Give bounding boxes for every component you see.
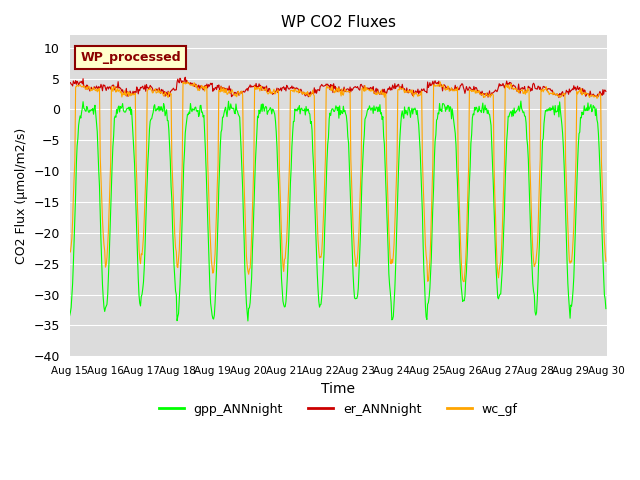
Text: WP_processed: WP_processed bbox=[81, 51, 181, 64]
Line: er_ANNnight: er_ANNnight bbox=[70, 77, 606, 97]
wc_gf bbox=[460, 279, 467, 285]
gpp_ANNnight bbox=[517, 98, 525, 104]
gpp_ANNnight bbox=[66, 313, 74, 319]
gpp_ANNnight bbox=[602, 306, 610, 312]
gpp_ANNnight bbox=[244, 318, 252, 324]
wc_gf bbox=[131, 92, 138, 97]
gpp_ANNnight bbox=[214, 240, 221, 246]
wc_gf bbox=[214, 162, 222, 168]
gpp_ANNnight bbox=[185, 109, 193, 115]
er_ANNnight bbox=[66, 80, 74, 85]
wc_gf bbox=[66, 249, 74, 255]
wc_gf bbox=[184, 79, 191, 84]
gpp_ANNnight bbox=[419, 243, 427, 249]
Y-axis label: CO2 Flux (μmol/m2/s): CO2 Flux (μmol/m2/s) bbox=[15, 128, 28, 264]
gpp_ANNnight bbox=[76, 117, 83, 123]
er_ANNnight bbox=[419, 87, 427, 93]
er_ANNnight bbox=[602, 88, 610, 94]
er_ANNnight bbox=[76, 81, 83, 86]
er_ANNnight bbox=[131, 89, 138, 95]
Line: wc_gf: wc_gf bbox=[70, 82, 606, 282]
er_ANNnight bbox=[404, 89, 412, 95]
er_ANNnight bbox=[181, 74, 189, 80]
Title: WP CO2 Fluxes: WP CO2 Fluxes bbox=[280, 15, 396, 30]
gpp_ANNnight bbox=[131, 161, 138, 167]
wc_gf bbox=[186, 82, 193, 87]
wc_gf bbox=[602, 258, 610, 264]
wc_gf bbox=[404, 88, 412, 94]
er_ANNnight bbox=[555, 95, 563, 100]
er_ANNnight bbox=[186, 81, 193, 87]
X-axis label: Time: Time bbox=[321, 382, 355, 396]
wc_gf bbox=[419, 180, 427, 186]
Line: gpp_ANNnight: gpp_ANNnight bbox=[70, 101, 606, 321]
gpp_ANNnight bbox=[404, 112, 412, 118]
er_ANNnight bbox=[214, 84, 222, 90]
Legend: gpp_ANNnight, er_ANNnight, wc_gf: gpp_ANNnight, er_ANNnight, wc_gf bbox=[154, 398, 523, 420]
wc_gf bbox=[76, 83, 83, 88]
